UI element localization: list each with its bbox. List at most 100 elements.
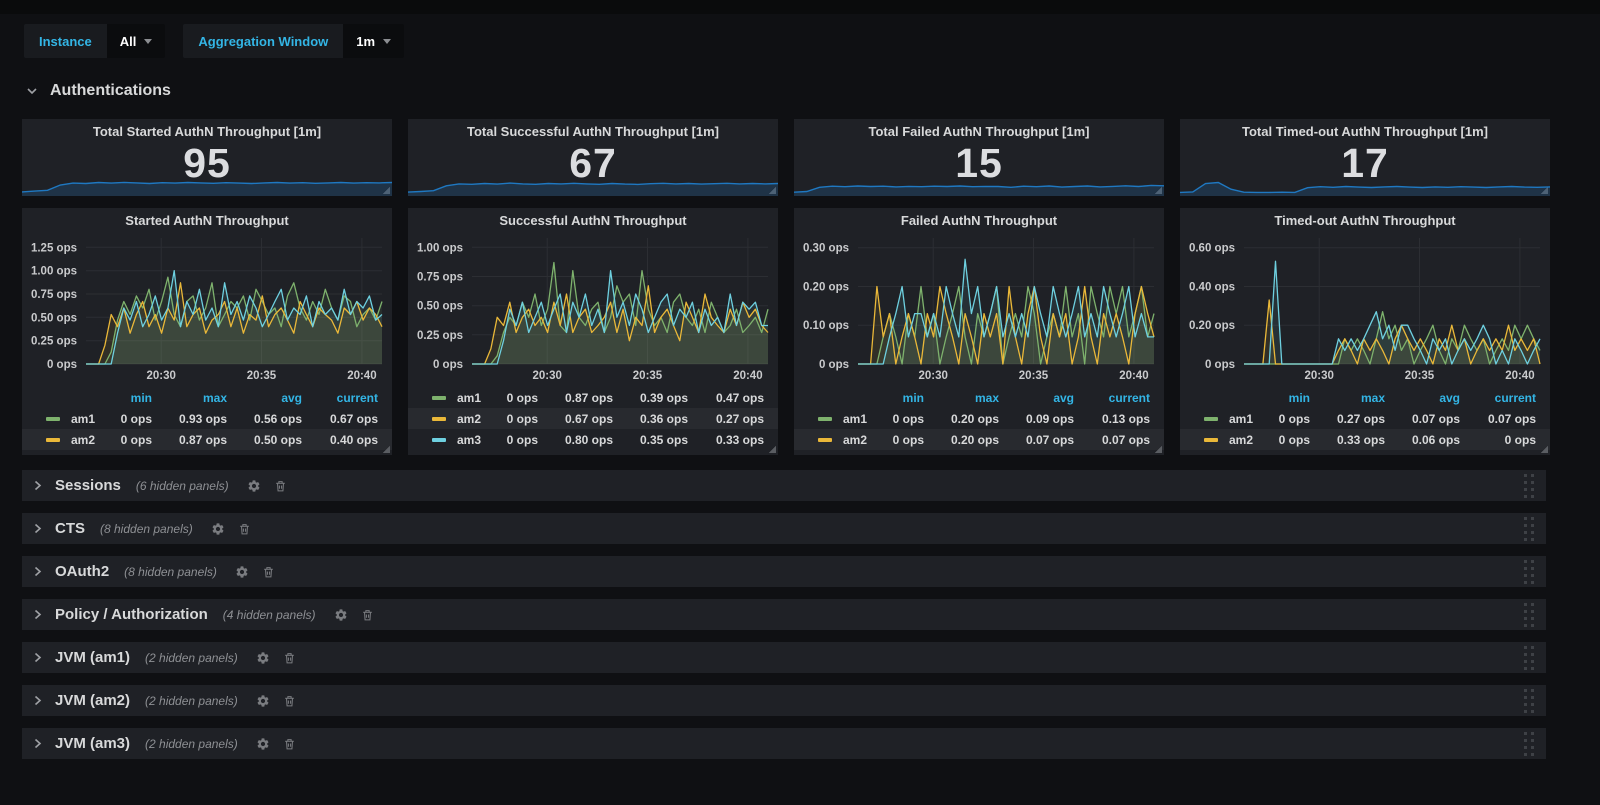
chevron-right-icon[interactable] <box>32 480 43 491</box>
series-color-swatch <box>818 416 832 421</box>
variable-value-dropdown[interactable]: 1m <box>343 24 405 58</box>
row-title[interactable]: JVM (am1) <box>55 649 131 666</box>
series-name[interactable]: am2 <box>457 411 482 426</box>
row-title[interactable]: JVM (am3) <box>55 735 131 752</box>
series-name[interactable]: am1 <box>71 411 96 426</box>
graph-panel-title[interactable]: Timed-out AuthN Throughput <box>1274 213 1456 228</box>
trash-icon[interactable] <box>238 522 251 536</box>
dashboard-row-collapsed[interactable]: Sessions (6 hidden panels) <box>22 470 1546 501</box>
chevron-right-icon[interactable] <box>32 609 43 620</box>
gear-icon[interactable] <box>256 737 270 751</box>
legend-header-cell: avg <box>1053 390 1074 405</box>
trash-icon[interactable] <box>283 737 296 751</box>
series-name[interactable]: am2 <box>1229 432 1254 447</box>
legend-header-cell: min <box>1288 390 1310 405</box>
series-name[interactable]: am3 <box>457 432 482 447</box>
section-header-authentications[interactable]: Authentications <box>26 82 171 100</box>
legend-max-value: 0.67 ops <box>564 411 613 426</box>
dashboard-row-collapsed[interactable]: Policy / Authorization (4 hidden panels) <box>22 599 1546 630</box>
legend-min-value: 0 ops <box>506 411 538 426</box>
variable-label: Instance <box>24 24 107 58</box>
drag-handle-icon[interactable] <box>1524 516 1534 541</box>
dashboard-row-collapsed[interactable]: OAuth2 (8 hidden panels) <box>22 556 1546 587</box>
trash-icon[interactable] <box>283 694 296 708</box>
series-name[interactable]: am1 <box>843 411 868 426</box>
trash-icon[interactable] <box>262 565 275 579</box>
dashboard-row-collapsed[interactable]: JVM (am3) (2 hidden panels) <box>22 728 1546 759</box>
row-hidden-count: (2 hidden panels) <box>145 736 238 751</box>
series-name[interactable]: am2 <box>71 432 96 447</box>
gear-icon[interactable] <box>256 694 270 708</box>
panel-resize-handle[interactable] <box>768 445 776 453</box>
legend-max-value: 0.20 ops <box>950 411 999 426</box>
drag-handle-icon[interactable] <box>1524 559 1534 584</box>
series-color-swatch <box>1204 437 1218 442</box>
chevron-right-icon[interactable] <box>32 523 43 534</box>
series-name[interactable]: am2 <box>843 432 868 447</box>
trash-icon[interactable] <box>274 479 287 493</box>
legend-avg-value: 0.07 ops <box>1025 432 1074 447</box>
legend-avg-value: 0.07 ops <box>1411 411 1460 426</box>
stat-panel-title[interactable]: Total Successful AuthN Throughput [1m] <box>466 124 720 139</box>
drag-handle-icon[interactable] <box>1524 473 1534 498</box>
gear-icon[interactable] <box>247 479 261 493</box>
stat-sparkline <box>408 182 778 196</box>
panel-resize-handle[interactable] <box>1154 186 1162 194</box>
legend-header: min max avg current <box>794 387 1164 408</box>
chevron-right-icon[interactable] <box>32 566 43 577</box>
graph-panel-title[interactable]: Successful AuthN Throughput <box>499 213 687 228</box>
row-hidden-count: (8 hidden panels) <box>124 564 217 579</box>
stat-panel-title[interactable]: Total Failed AuthN Throughput [1m] <box>868 124 1090 139</box>
dashboard-row-collapsed[interactable]: CTS (8 hidden panels) <box>22 513 1546 544</box>
panel-resize-handle[interactable] <box>382 186 390 194</box>
legend-row: am1 0 ops 0.87 ops 0.39 ops 0.47 ops <box>408 387 778 408</box>
svg-text:0.60 ops: 0.60 ops <box>1189 243 1235 255</box>
legend-header-cell: min <box>902 390 924 405</box>
variable-value-dropdown[interactable]: All <box>106 24 166 58</box>
panel-resize-handle[interactable] <box>382 445 390 453</box>
dashboard-row-collapsed[interactable]: JVM (am2) (2 hidden panels) <box>22 685 1546 716</box>
legend-current-value: 0.40 ops <box>329 432 378 447</box>
graph-panel: Timed-out AuthN Throughput 0 ops 0.20 ops… <box>1180 208 1550 455</box>
row-title[interactable]: Sessions <box>55 477 121 494</box>
svg-text:0.75 ops: 0.75 ops <box>417 272 463 284</box>
row-title[interactable]: Policy / Authorization <box>55 606 208 623</box>
chevron-down-icon[interactable] <box>26 85 38 97</box>
chevron-right-icon[interactable] <box>32 652 43 663</box>
dashboard-row-collapsed[interactable]: JVM (am1) (2 hidden panels) <box>22 642 1546 673</box>
gear-icon[interactable] <box>334 608 348 622</box>
svg-text:0.75 ops: 0.75 ops <box>31 289 77 301</box>
stat-panel-title[interactable]: Total Started AuthN Throughput [1m] <box>92 124 322 139</box>
series-name[interactable]: am1 <box>1229 411 1254 426</box>
chevron-right-icon[interactable] <box>32 738 43 749</box>
legend-max-value: 0.20 ops <box>950 432 999 447</box>
graph-panel-title[interactable]: Failed AuthN Throughput <box>900 213 1058 228</box>
panel-resize-handle[interactable] <box>1154 445 1162 453</box>
drag-handle-icon[interactable] <box>1524 731 1534 756</box>
panel-resize-handle[interactable] <box>768 186 776 194</box>
legend-header-cell: current <box>1108 390 1150 405</box>
trash-icon[interactable] <box>361 608 374 622</box>
gear-icon[interactable] <box>256 651 270 665</box>
row-hidden-count: (2 hidden panels) <box>145 693 238 708</box>
chevron-right-icon[interactable] <box>32 695 43 706</box>
stat-panel: Total Started AuthN Throughput [1m] 95 <box>22 119 392 196</box>
variable-control-aggregation-window: Aggregation Window 1m <box>183 24 405 58</box>
section-title[interactable]: Authentications <box>50 82 171 99</box>
row-title[interactable]: OAuth2 <box>55 563 110 580</box>
drag-handle-icon[interactable] <box>1524 645 1534 670</box>
trash-icon[interactable] <box>283 651 296 665</box>
row-title[interactable]: CTS <box>55 520 85 537</box>
drag-handle-icon[interactable] <box>1524 602 1534 627</box>
legend-table: min max avg current am1 0 ops 0.93 ops 0.56 ops… <box>22 387 392 450</box>
row-title[interactable]: JVM (am2) <box>55 692 131 709</box>
drag-handle-icon[interactable] <box>1524 688 1534 713</box>
panel-resize-handle[interactable] <box>1540 445 1548 453</box>
gear-icon[interactable] <box>211 522 225 536</box>
gear-icon[interactable] <box>235 565 249 579</box>
svg-text:20:40: 20:40 <box>347 370 376 382</box>
series-name[interactable]: am1 <box>457 390 482 405</box>
panel-resize-handle[interactable] <box>1540 186 1548 194</box>
graph-panel-title[interactable]: Started AuthN Throughput <box>125 213 289 228</box>
stat-panel-title[interactable]: Total Timed-out AuthN Throughput [1m] <box>1242 124 1488 139</box>
